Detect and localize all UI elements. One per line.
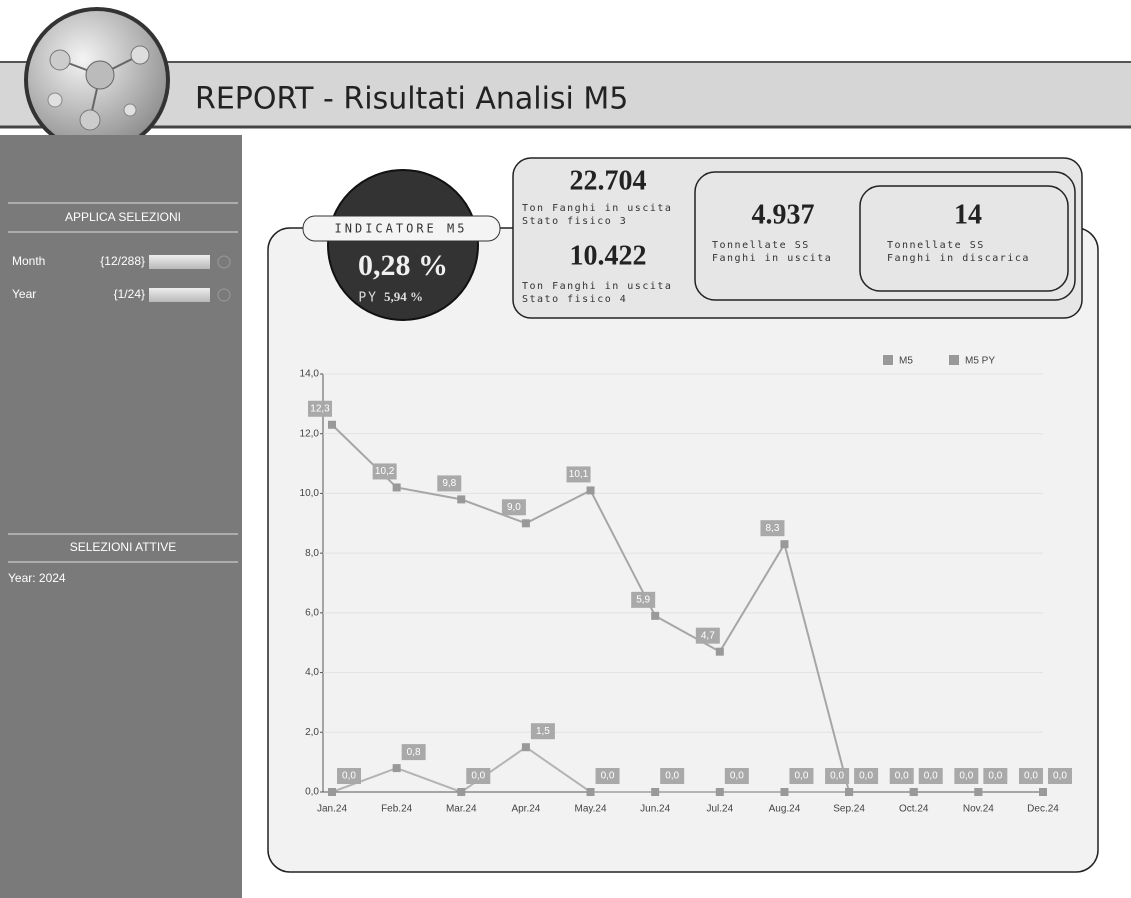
data-label: 5,9 bbox=[636, 594, 650, 605]
kpi-label: Fanghi in uscita bbox=[712, 253, 832, 264]
x-tick-label: Jan.24 bbox=[317, 804, 347, 815]
data-label: 9,8 bbox=[442, 478, 456, 489]
legend-swatch bbox=[949, 355, 959, 365]
indicator-py-label: PY bbox=[358, 291, 378, 306]
data-point bbox=[393, 483, 401, 491]
data-label: 0,0 bbox=[601, 771, 615, 782]
y-tick-label: 4,0 bbox=[305, 667, 319, 678]
data-label: 0,0 bbox=[342, 771, 356, 782]
section-title: APPLICA SELEZIONI bbox=[65, 210, 181, 224]
indicator-value: 0,28 % bbox=[358, 249, 448, 282]
data-label: 8,3 bbox=[766, 523, 780, 534]
data-point bbox=[974, 788, 982, 796]
y-tick-label: 8,0 bbox=[305, 548, 319, 559]
filter-value: {12/288} bbox=[100, 254, 145, 268]
data-point bbox=[587, 486, 595, 494]
data-point bbox=[716, 648, 724, 656]
data-label: 1,5 bbox=[536, 726, 550, 737]
indicator-py-value: 5,94 % bbox=[384, 289, 423, 304]
indicator-title: INDICATORE M5 bbox=[335, 222, 468, 236]
kpi-label: Tonnellate SS bbox=[712, 240, 810, 251]
data-label: 0,0 bbox=[924, 771, 938, 782]
x-tick-label: Apr.24 bbox=[511, 804, 540, 815]
data-point bbox=[328, 421, 336, 429]
data-point bbox=[780, 788, 788, 796]
data-point bbox=[1039, 788, 1047, 796]
x-tick-label: Jun.24 bbox=[640, 804, 670, 815]
data-label: 0,0 bbox=[959, 771, 973, 782]
kpi-label: Stato fisico 4 bbox=[522, 294, 627, 305]
x-tick-label: Sep.24 bbox=[833, 804, 865, 815]
logo bbox=[26, 9, 168, 151]
x-tick-label: Oct.24 bbox=[899, 804, 929, 815]
filter-value: {1/24} bbox=[114, 287, 145, 301]
data-point bbox=[651, 612, 659, 620]
data-point bbox=[845, 788, 853, 796]
data-point bbox=[522, 743, 530, 751]
page-title: REPORT - Risultati Analisi M5 bbox=[195, 82, 628, 117]
filter-slider[interactable] bbox=[149, 255, 210, 269]
data-point bbox=[457, 495, 465, 503]
y-tick-label: 6,0 bbox=[305, 607, 319, 618]
filter-label: Year bbox=[12, 287, 36, 301]
sidebar bbox=[0, 135, 242, 898]
data-label: 4,7 bbox=[701, 630, 715, 641]
y-tick-label: 0,0 bbox=[305, 787, 319, 798]
data-point bbox=[457, 788, 465, 796]
y-tick-label: 12,0 bbox=[300, 428, 320, 439]
kpi-value: 10.422 bbox=[570, 240, 647, 271]
kpi-label: Ton Fanghi in uscita bbox=[522, 203, 672, 214]
y-tick-label: 14,0 bbox=[300, 369, 320, 380]
x-tick-label: May.24 bbox=[575, 804, 607, 815]
x-tick-label: Dec.24 bbox=[1027, 804, 1059, 815]
x-tick-label: Feb.24 bbox=[381, 804, 413, 815]
x-tick-label: Mar.24 bbox=[446, 804, 477, 815]
data-label: 0,0 bbox=[895, 771, 909, 782]
legend-label: M5 PY bbox=[965, 356, 995, 367]
data-point bbox=[522, 519, 530, 527]
kpi-label: Stato fisico 3 bbox=[522, 216, 627, 227]
data-label: 9,0 bbox=[507, 502, 521, 513]
data-point bbox=[780, 540, 788, 548]
data-label: 0,0 bbox=[730, 771, 744, 782]
kpi-label: Ton Fanghi in uscita bbox=[522, 281, 672, 292]
data-label: 10,1 bbox=[569, 469, 589, 480]
data-point bbox=[651, 788, 659, 796]
data-label: 12,3 bbox=[310, 403, 330, 414]
data-point bbox=[587, 788, 595, 796]
kpi-label: Tonnellate SS bbox=[887, 240, 985, 251]
legend-swatch bbox=[883, 355, 893, 365]
data-label: 10,2 bbox=[375, 466, 395, 477]
x-tick-label: Aug.24 bbox=[769, 804, 801, 815]
x-tick-label: Nov.24 bbox=[963, 804, 994, 815]
active-selection: Year: 2024 bbox=[8, 571, 66, 585]
kpi-value: 22.704 bbox=[570, 165, 647, 196]
filter-row[interactable]: Month {12/288} bbox=[12, 254, 230, 269]
kpi-value: 14 bbox=[954, 199, 982, 230]
legend-label: M5 bbox=[899, 356, 913, 367]
x-tick-label: Jul.24 bbox=[706, 804, 733, 815]
data-point bbox=[910, 788, 918, 796]
data-label: 0,0 bbox=[795, 771, 809, 782]
kpi-value: 4.937 bbox=[752, 199, 815, 230]
data-label: 0,0 bbox=[830, 771, 844, 782]
data-label: 0,0 bbox=[859, 771, 873, 782]
kpi-label: Fanghi in discarica bbox=[887, 253, 1030, 264]
y-tick-label: 2,0 bbox=[305, 727, 319, 738]
data-label: 0,0 bbox=[471, 771, 485, 782]
y-tick-label: 10,0 bbox=[300, 488, 320, 499]
data-label: 0,0 bbox=[1024, 771, 1038, 782]
data-label: 0,0 bbox=[665, 771, 679, 782]
filter-label: Month bbox=[12, 254, 45, 268]
data-label: 0,0 bbox=[1053, 771, 1067, 782]
section-title: SELEZIONI ATTIVE bbox=[70, 540, 176, 554]
data-label: 0,0 bbox=[988, 771, 1002, 782]
data-point bbox=[328, 788, 336, 796]
data-point bbox=[716, 788, 724, 796]
filter-slider[interactable] bbox=[149, 288, 210, 302]
dashboard: REPORT - Risultati Analisi M5 APPLICA SE… bbox=[0, 0, 1131, 898]
data-label: 0,8 bbox=[407, 747, 421, 758]
data-point bbox=[393, 764, 401, 772]
